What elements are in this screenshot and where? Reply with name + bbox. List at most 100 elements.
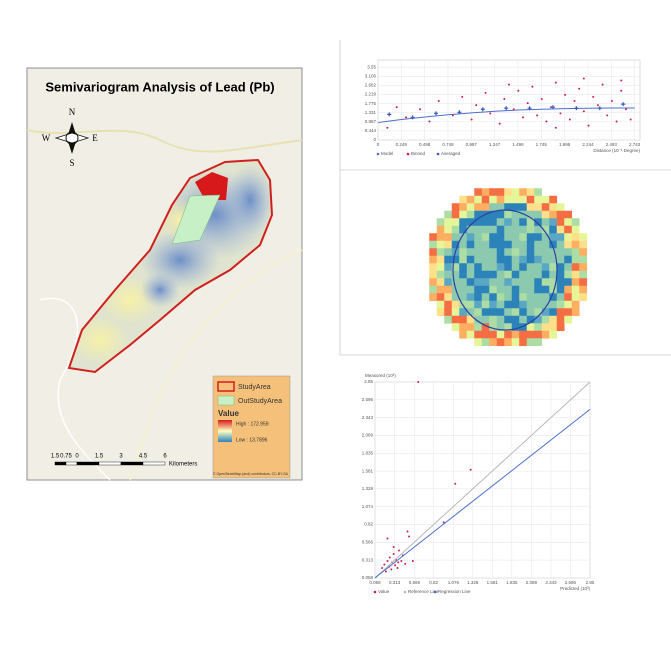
x-tick-label: 2.85	[586, 580, 595, 585]
raster-cell	[436, 240, 445, 249]
raster-cell	[556, 203, 565, 212]
raster-cell	[481, 240, 490, 249]
scale-segment	[65, 461, 78, 466]
point	[540, 97, 543, 100]
raster-cell	[526, 270, 535, 279]
point	[384, 570, 387, 573]
point	[615, 120, 618, 123]
raster-cell	[511, 308, 520, 317]
raster-cell	[504, 218, 513, 227]
raster-cell	[459, 293, 468, 302]
raster-cell	[466, 285, 475, 294]
point	[394, 564, 397, 567]
raster-cell	[451, 270, 460, 279]
point	[470, 118, 473, 121]
raster-cell	[466, 315, 475, 324]
raster-cell	[541, 285, 550, 294]
x-tick-label: 0.569	[409, 580, 421, 585]
raster-cell	[504, 248, 513, 257]
raster-cell	[436, 293, 445, 302]
raster-cell	[571, 300, 580, 309]
raster-cell	[481, 233, 490, 242]
raster-cell	[466, 203, 475, 212]
raster-cell	[504, 188, 513, 197]
raster-cell	[571, 225, 580, 234]
raster-cell	[466, 308, 475, 317]
raster-cell	[496, 225, 505, 234]
raster-cell	[549, 285, 558, 294]
raster-cell	[519, 270, 528, 279]
point	[587, 124, 590, 127]
raster-cell	[459, 323, 468, 332]
raster-cell	[489, 308, 498, 317]
point	[410, 115, 415, 120]
raster-cell	[466, 263, 475, 272]
line	[377, 107, 635, 124]
raster-cell	[466, 255, 475, 264]
raster-cell	[496, 248, 505, 257]
raster-cell	[556, 263, 565, 272]
raster-cell	[459, 195, 468, 204]
raster-cell	[519, 195, 528, 204]
raster-cell	[459, 240, 468, 249]
raster-cell	[511, 293, 520, 302]
raster-cell	[504, 203, 513, 212]
raster-cell	[474, 285, 483, 294]
raster-cell	[466, 270, 475, 279]
x-tick-label: 2.595	[565, 580, 577, 585]
raster-cell	[564, 300, 573, 309]
raster-cell	[534, 308, 543, 317]
raster-cell	[504, 300, 513, 309]
point	[527, 106, 532, 111]
raster-cell	[541, 308, 550, 317]
line	[374, 381, 591, 579]
point	[408, 535, 411, 538]
raster-cell	[481, 263, 490, 272]
raster-cell	[511, 330, 520, 339]
legend-swatch	[433, 590, 437, 594]
x-axis-label: Distance (10⁻¹ Degree)	[593, 148, 640, 153]
raster-cell	[526, 285, 535, 294]
raster-cell	[481, 300, 490, 309]
legend-label: Binned	[411, 151, 426, 156]
x-axis-label: Predicted (10³)	[560, 586, 590, 591]
raster-cell	[564, 270, 573, 279]
x-tick-label: 0.313	[389, 580, 401, 585]
point	[400, 560, 403, 563]
raster-cell	[564, 233, 573, 242]
raster-cell	[526, 338, 535, 347]
raster-cell	[481, 338, 490, 347]
point	[442, 521, 445, 524]
raster-cell	[564, 248, 573, 257]
raster-cell	[481, 293, 490, 302]
raster-cell	[564, 218, 573, 227]
legend-swatch	[376, 152, 380, 156]
raster-cell	[466, 233, 475, 242]
raster-cell	[511, 323, 520, 332]
y-tick-label: 0.82	[364, 522, 373, 527]
raster-cell	[489, 248, 498, 257]
y-tick-label: 0.444	[365, 128, 377, 133]
raster-cell	[534, 270, 543, 279]
raster-cell	[504, 233, 513, 242]
raster-cell	[481, 248, 490, 257]
raster-cell	[436, 285, 445, 294]
raster-cell	[504, 285, 513, 294]
point	[536, 114, 539, 117]
raster-cell	[496, 285, 505, 294]
raster-cell	[511, 225, 520, 234]
raster-cell	[504, 263, 513, 272]
map: Semivariogram Analysis of Lead (Pb) N S …	[26, 67, 303, 481]
point	[451, 114, 454, 117]
raster-cell	[564, 308, 573, 317]
x-tick-label: 0.498	[419, 142, 431, 147]
raster-cell	[459, 218, 468, 227]
raster-cell	[511, 248, 520, 257]
raster-cell	[564, 240, 573, 249]
raster-cell	[429, 240, 438, 249]
raster-cell	[466, 210, 475, 219]
raster-cell	[549, 248, 558, 257]
raster-cell	[519, 338, 528, 347]
scale-label: 0.75	[60, 454, 72, 460]
raster-cell	[459, 278, 468, 287]
